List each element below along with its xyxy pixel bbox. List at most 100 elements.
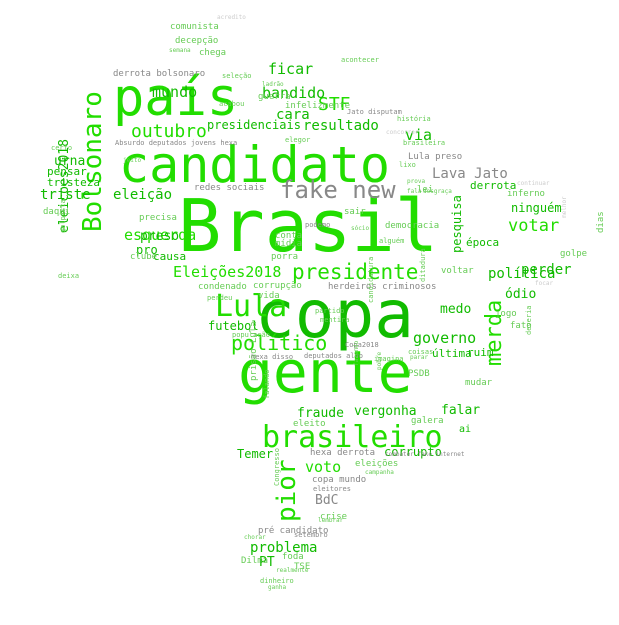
- cloud-word: eleito: [293, 419, 326, 429]
- cloud-word: coisas: [408, 348, 434, 356]
- cloud-word: partido: [315, 307, 345, 315]
- cloud-word: golpe: [560, 249, 588, 259]
- cloud-word: eleição: [113, 187, 173, 203]
- cloud-word: pré candidato: [258, 526, 329, 536]
- cloud-word: problema: [250, 540, 318, 556]
- cloud-word: deputados alvo: [304, 352, 364, 360]
- cloud-word: perdeu: [207, 294, 233, 302]
- cloud-word: STF: [318, 94, 351, 115]
- cloud-word: país: [113, 68, 239, 128]
- cloud-word: crise: [320, 512, 348, 522]
- cloud-word: lei: [417, 185, 434, 195]
- cloud-word: lixo: [399, 161, 416, 169]
- cloud-word: desgraça: [423, 188, 452, 195]
- cloud-word: político: [231, 331, 328, 355]
- cloud-word: futebol: [208, 319, 259, 333]
- cloud-word: medo: [440, 302, 472, 317]
- cloud-word: corrupto: [384, 445, 442, 459]
- cloud-word: mídia: [275, 239, 303, 249]
- cloud-word: campanha: [365, 469, 394, 476]
- cloud-word: condenado: [198, 282, 247, 292]
- cloud-word: ficar: [268, 60, 314, 78]
- cloud-word: dinheiro: [260, 577, 294, 585]
- cloud-word: focar: [535, 280, 554, 287]
- cloud-word: deveria: [525, 305, 533, 335]
- cloud-word: PSDB: [408, 369, 430, 379]
- cloud-word: Congresso: [273, 448, 281, 486]
- cloud-word: ladrão: [262, 81, 284, 88]
- cloud-word: elegor: [285, 136, 311, 144]
- cloud-word: decepção: [175, 36, 219, 46]
- cloud-word: ai: [459, 424, 472, 435]
- cloud-word: guerra: [258, 92, 291, 102]
- cloud-word: precisa: [139, 213, 177, 223]
- cloud-word: acredito: [217, 14, 246, 21]
- cloud-word: ninguém: [511, 201, 562, 215]
- cloud-word: mudar: [465, 378, 493, 388]
- cloud-word: Dilma: [241, 556, 269, 566]
- cloud-word: fraude: [297, 406, 344, 421]
- cloud-word: esquerda: [124, 226, 197, 244]
- cloud-word: Lula preso: [408, 152, 463, 162]
- cloud-word: sócio: [351, 225, 370, 232]
- cloud-word: triste: [40, 187, 91, 203]
- cloud-word: parar: [410, 354, 429, 361]
- cloud-word: BdC: [315, 493, 339, 508]
- cloud-word: melhor: [561, 196, 568, 218]
- cloud-word: hexa derrota: [310, 448, 376, 458]
- cloud-word: pensar: [47, 165, 87, 178]
- cloud-word: voto: [305, 458, 342, 476]
- cloud-word: mentira: [320, 316, 350, 324]
- cloud-word: imagina: [374, 355, 404, 363]
- cloud-word: falando: [263, 369, 271, 399]
- cloud-word: vergonha: [354, 404, 417, 419]
- cloud-word: democracia: [385, 221, 440, 231]
- cloud-word: Lava Jato: [432, 166, 508, 182]
- cloud-word: brasileira: [403, 139, 446, 147]
- cloud-word: acontecer: [341, 56, 379, 64]
- cloud-word: comunista: [170, 22, 219, 32]
- cloud-word: derrota bolsonaro: [113, 69, 206, 79]
- cloud-word: presidenciais: [207, 118, 301, 132]
- cloud-word: semana: [169, 47, 191, 54]
- cloud-word: fake new: [280, 176, 396, 204]
- cloud-word: eleições: [355, 459, 399, 469]
- cloud-word: corrupção: [253, 281, 302, 291]
- cloud-word: eleitores: [313, 485, 351, 493]
- cloud-word: fato: [510, 321, 532, 331]
- cloud-word: golpista: [59, 199, 67, 233]
- cloud-word: política: [488, 266, 556, 282]
- cloud-word: ódio: [505, 287, 537, 302]
- cloud-word: porra: [271, 252, 299, 262]
- cloud-word: votar: [508, 216, 560, 236]
- cloud-word: Lula: [215, 289, 288, 324]
- cloud-word: tristeza: [47, 176, 100, 189]
- cloud-word: foda: [282, 552, 304, 562]
- cloud-word: hexa disso: [251, 353, 294, 361]
- cloud-word: pesquisa: [450, 195, 464, 253]
- cloud-word: lembrar: [318, 517, 344, 524]
- cloud-word: população: [232, 331, 270, 339]
- cloud-word: podemo: [305, 221, 331, 229]
- cloud-word: continuar: [517, 180, 550, 187]
- cloud-word: combater fake internet: [385, 451, 465, 458]
- cloud-word: perder: [521, 262, 572, 278]
- cloud-word: dias: [596, 211, 606, 233]
- cloud-word: ditadura: [419, 248, 427, 282]
- cloud-word: ruim: [467, 346, 494, 359]
- cloud-word: redes sociais: [194, 183, 265, 193]
- cloud-word: chega: [199, 48, 227, 58]
- cloud-word: Copa2018: [345, 341, 379, 349]
- cloud-word: setembro: [294, 531, 328, 539]
- cloud-word: ganha: [268, 584, 287, 591]
- cloud-word: fala: [407, 188, 422, 195]
- cloud-word: seleção: [222, 72, 252, 80]
- cloud-word: alguém: [379, 237, 405, 245]
- cloud-word: Jato disputam: [347, 108, 402, 116]
- cloud-word: gente: [238, 338, 413, 406]
- cloud-word: brasileiro: [262, 420, 443, 455]
- cloud-word: Temer: [237, 447, 274, 461]
- cloud-word: última: [432, 347, 472, 360]
- cloud-word: pro: [136, 243, 158, 257]
- cloud-word: resultado: [303, 118, 379, 134]
